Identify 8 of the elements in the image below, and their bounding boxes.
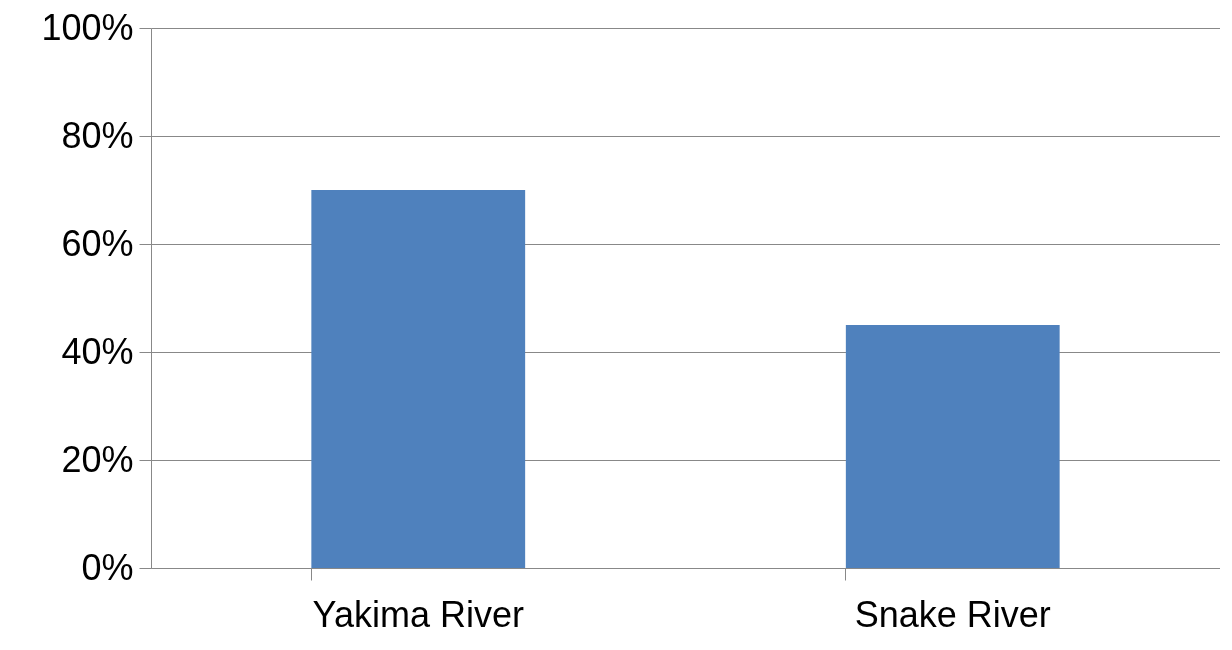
y-tick-label: 100% [41,6,134,48]
y-tick-label: 40% [61,330,134,372]
y-tick-label: 60% [61,222,134,264]
y-tick-label: 0% [81,546,134,588]
x-tick-label: Yakima River [312,593,524,635]
y-tick-label: 80% [61,114,134,156]
x-tick-label: Snake River [854,593,1051,635]
y-tick-label: 20% [61,438,134,480]
